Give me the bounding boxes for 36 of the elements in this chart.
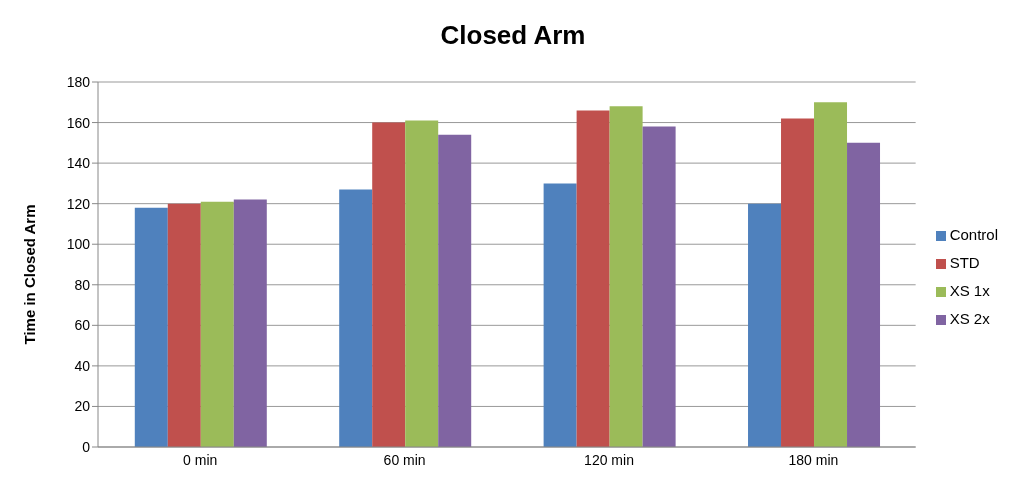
bar	[781, 118, 815, 447]
y-tick-label: 160	[66, 114, 91, 131]
x-tick-label: 180 min	[788, 451, 839, 468]
bar	[576, 110, 610, 447]
y-tick-label: 0	[82, 438, 91, 455]
bar	[167, 203, 201, 447]
y-tick-label: 100	[66, 236, 91, 253]
bar	[543, 183, 577, 447]
legend-label: Control	[949, 226, 998, 243]
bar	[642, 126, 676, 447]
legend-label: STD	[949, 254, 980, 271]
bar	[405, 120, 439, 447]
y-tick-label: 40	[74, 357, 91, 374]
legend-label: XS 2x	[949, 310, 990, 327]
bar	[233, 199, 267, 447]
y-tick-label: 80	[74, 276, 91, 293]
bar	[200, 201, 234, 447]
y-tick-label: 20	[74, 398, 91, 415]
bar	[372, 122, 406, 447]
y-tick-label: 60	[74, 317, 91, 334]
y-tick-label: 120	[66, 195, 91, 212]
x-tick-label: 120 min	[584, 451, 634, 468]
y-tick-label: 140	[66, 155, 91, 172]
chart-title: Closed Arm	[439, 19, 587, 52]
bar	[847, 142, 881, 447]
bar	[134, 207, 168, 447]
bar	[438, 134, 472, 447]
x-tick-label: 0 min	[183, 451, 218, 468]
bar	[748, 203, 782, 447]
y-tick-label: 180	[66, 73, 91, 90]
bar	[814, 102, 848, 447]
x-tick-label: 60 min	[383, 451, 426, 468]
bar	[609, 106, 643, 447]
legend-label: XS 1x	[949, 282, 990, 299]
bar	[339, 189, 373, 447]
y-axis-title: Time in Closed Arm	[21, 204, 39, 345]
